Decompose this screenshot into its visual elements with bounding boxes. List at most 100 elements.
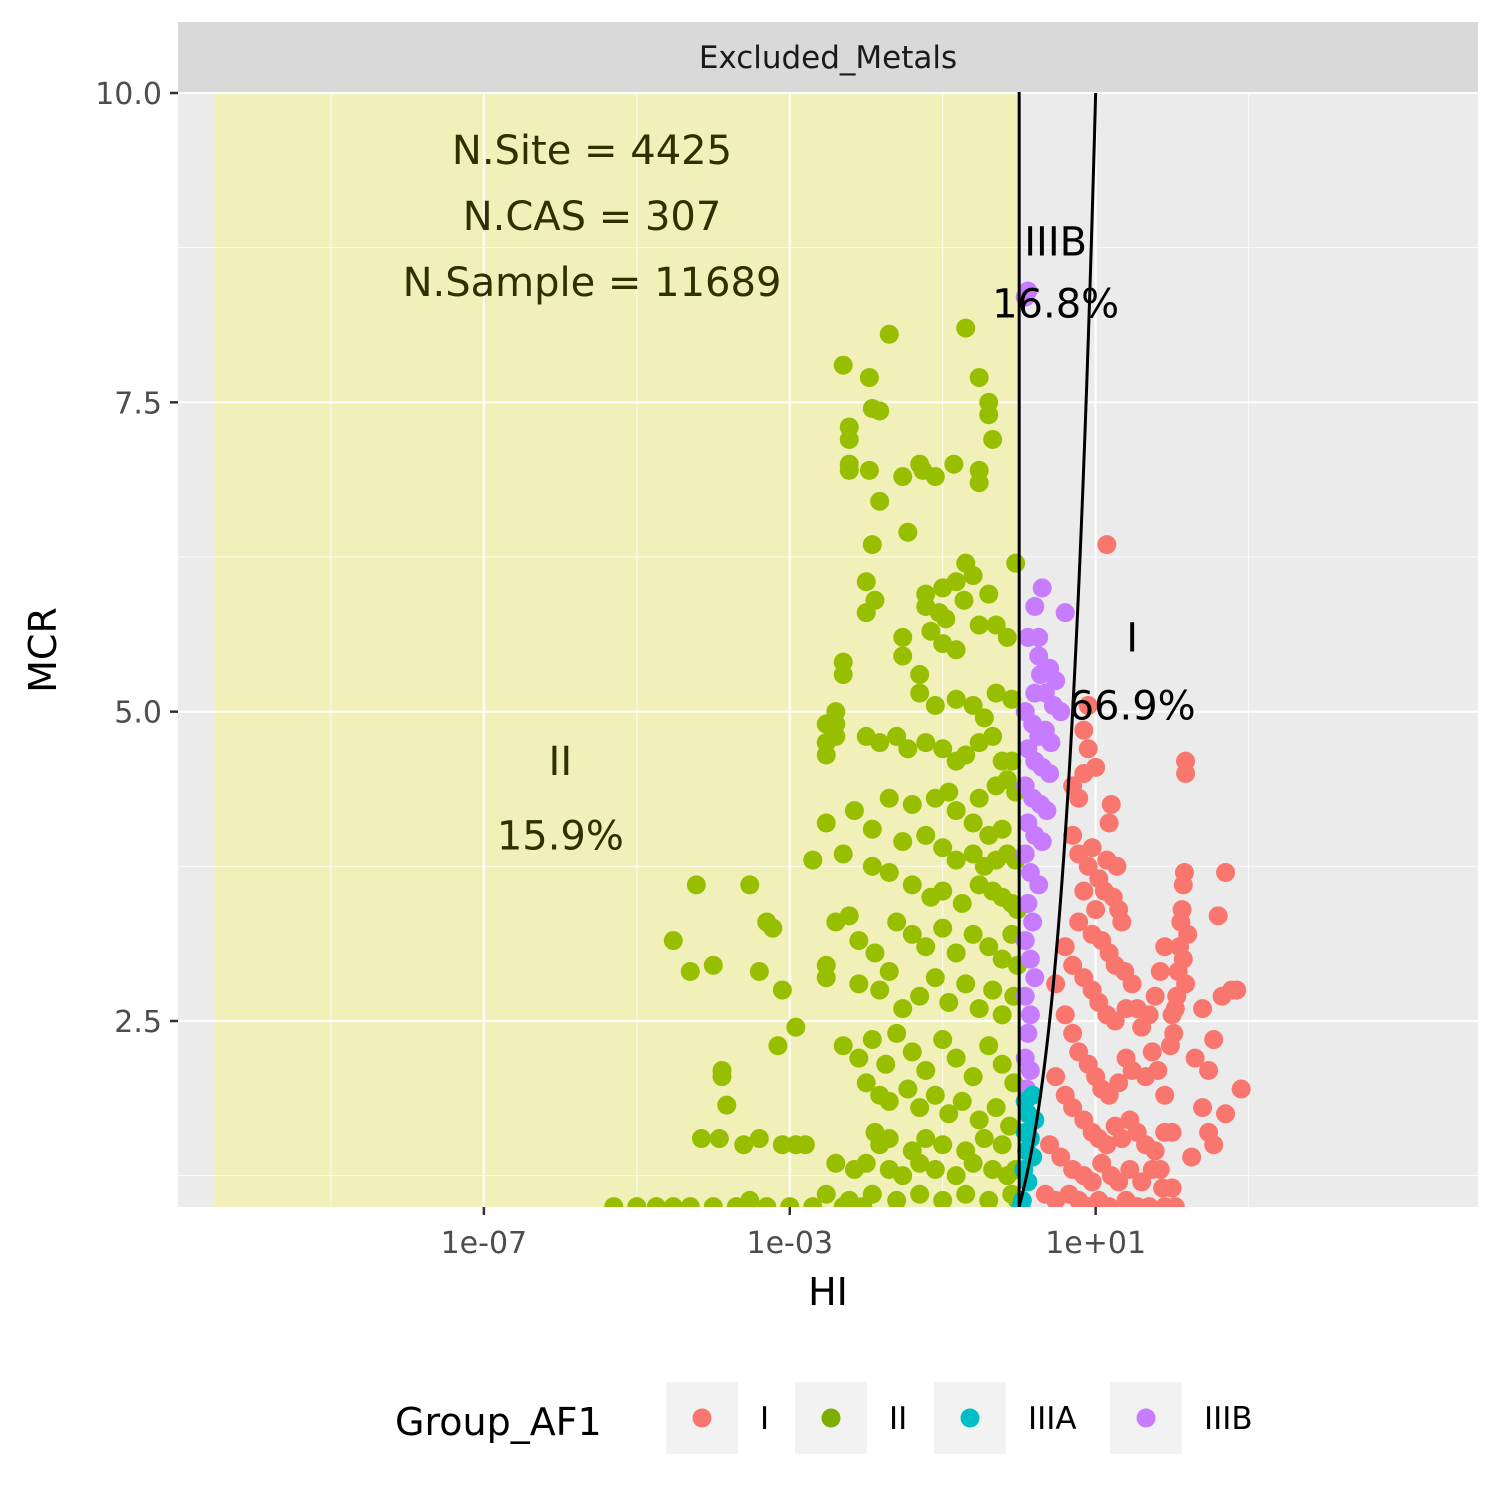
data-point	[910, 986, 930, 1006]
data-point	[816, 714, 836, 734]
data-point	[826, 912, 846, 932]
data-point	[1078, 695, 1098, 715]
data-point	[902, 1042, 922, 1062]
data-point	[1227, 980, 1247, 1000]
data-point	[1155, 937, 1175, 957]
data-point	[803, 850, 823, 870]
data-point	[1145, 986, 1165, 1006]
region-name-label: I	[1126, 615, 1138, 661]
data-point	[833, 665, 853, 685]
data-point	[726, 1197, 746, 1207]
data-point	[997, 627, 1017, 647]
x-tick-label: 1e-07	[441, 1226, 528, 1261]
data-point	[691, 1129, 711, 1149]
legend-item-iiib: IIIB	[1110, 1382, 1253, 1454]
data-point	[740, 875, 760, 895]
y-tick-label: 5.0	[114, 696, 162, 731]
data-point	[816, 813, 836, 833]
data-point	[902, 794, 922, 814]
data-point	[1023, 1085, 1043, 1105]
data-point	[1204, 1135, 1224, 1155]
panel-title: Excluded_Metals	[699, 40, 957, 76]
data-point	[992, 1005, 1012, 1025]
data-point	[1150, 962, 1170, 982]
data-point	[969, 788, 989, 808]
data-point	[856, 572, 876, 592]
data-point	[870, 401, 890, 421]
data-point	[833, 1197, 853, 1207]
data-point	[1162, 1005, 1182, 1025]
data-point	[627, 1197, 647, 1207]
legend-marker	[821, 1408, 841, 1428]
data-point	[795, 1135, 815, 1155]
data-point	[893, 999, 913, 1019]
data-point	[1051, 1147, 1071, 1167]
data-point	[893, 1166, 913, 1186]
data-point	[1000, 1116, 1020, 1136]
data-point	[1105, 1011, 1125, 1031]
data-point	[1208, 906, 1228, 926]
data-point	[1063, 1098, 1083, 1118]
region-name-label: II	[549, 739, 573, 785]
data-point	[604, 1197, 624, 1207]
data-point	[1020, 1060, 1040, 1080]
data-point	[1041, 733, 1061, 753]
data-point	[1176, 974, 1196, 994]
data-point	[1132, 1172, 1152, 1192]
data-point	[1165, 1197, 1185, 1207]
data-point	[1173, 949, 1193, 969]
data-point	[979, 584, 999, 604]
data-point	[1069, 788, 1089, 808]
y-tick-label: 10.0	[95, 77, 162, 112]
legend-item-iiia: IIIA	[934, 1382, 1077, 1454]
data-point	[879, 863, 899, 883]
series-ii	[604, 318, 1027, 1207]
data-point	[946, 1166, 966, 1186]
data-point	[1029, 646, 1049, 666]
data-point	[1109, 1172, 1129, 1192]
data-point	[963, 566, 983, 586]
data-point	[879, 1091, 899, 1111]
data-point	[870, 733, 890, 753]
data-point	[946, 689, 966, 709]
legend-item-ii: II	[795, 1382, 907, 1454]
data-point	[893, 467, 913, 487]
data-point	[1199, 1060, 1219, 1080]
data-point	[893, 627, 913, 647]
data-point	[1037, 801, 1057, 821]
data-point	[983, 726, 1003, 746]
data-point	[717, 1095, 737, 1115]
legend-marker	[1136, 1408, 1156, 1428]
data-point	[946, 640, 966, 660]
data-point	[1176, 764, 1196, 784]
data-point	[1032, 832, 1052, 852]
x-tick-label: 1e-03	[746, 1226, 833, 1261]
data-point	[826, 1153, 846, 1173]
data-point	[1120, 1159, 1140, 1179]
data-point	[703, 955, 723, 975]
data-point	[992, 949, 1012, 969]
data-point	[1020, 1005, 1040, 1025]
legend-title: Group_AF1	[395, 1400, 602, 1444]
data-point	[933, 1190, 953, 1207]
data-point	[768, 1036, 788, 1056]
data-point	[916, 1129, 936, 1149]
data-point	[963, 1067, 983, 1087]
data-point	[849, 1048, 869, 1068]
data-point	[749, 1129, 769, 1149]
data-point	[853, 1197, 873, 1207]
data-point	[1006, 553, 1026, 573]
data-point	[856, 1153, 876, 1173]
data-point	[833, 844, 853, 864]
data-point	[1025, 596, 1045, 616]
data-point	[859, 368, 879, 388]
data-point	[925, 968, 945, 988]
data-point	[1112, 912, 1132, 932]
data-point	[703, 1197, 723, 1207]
data-point	[1231, 1079, 1251, 1099]
region-percent-label: 66.9%	[1069, 683, 1196, 729]
x-tick-label: 1e+01	[1045, 1226, 1146, 1261]
data-point	[1074, 881, 1094, 901]
data-point	[963, 813, 983, 833]
data-point	[763, 918, 783, 938]
